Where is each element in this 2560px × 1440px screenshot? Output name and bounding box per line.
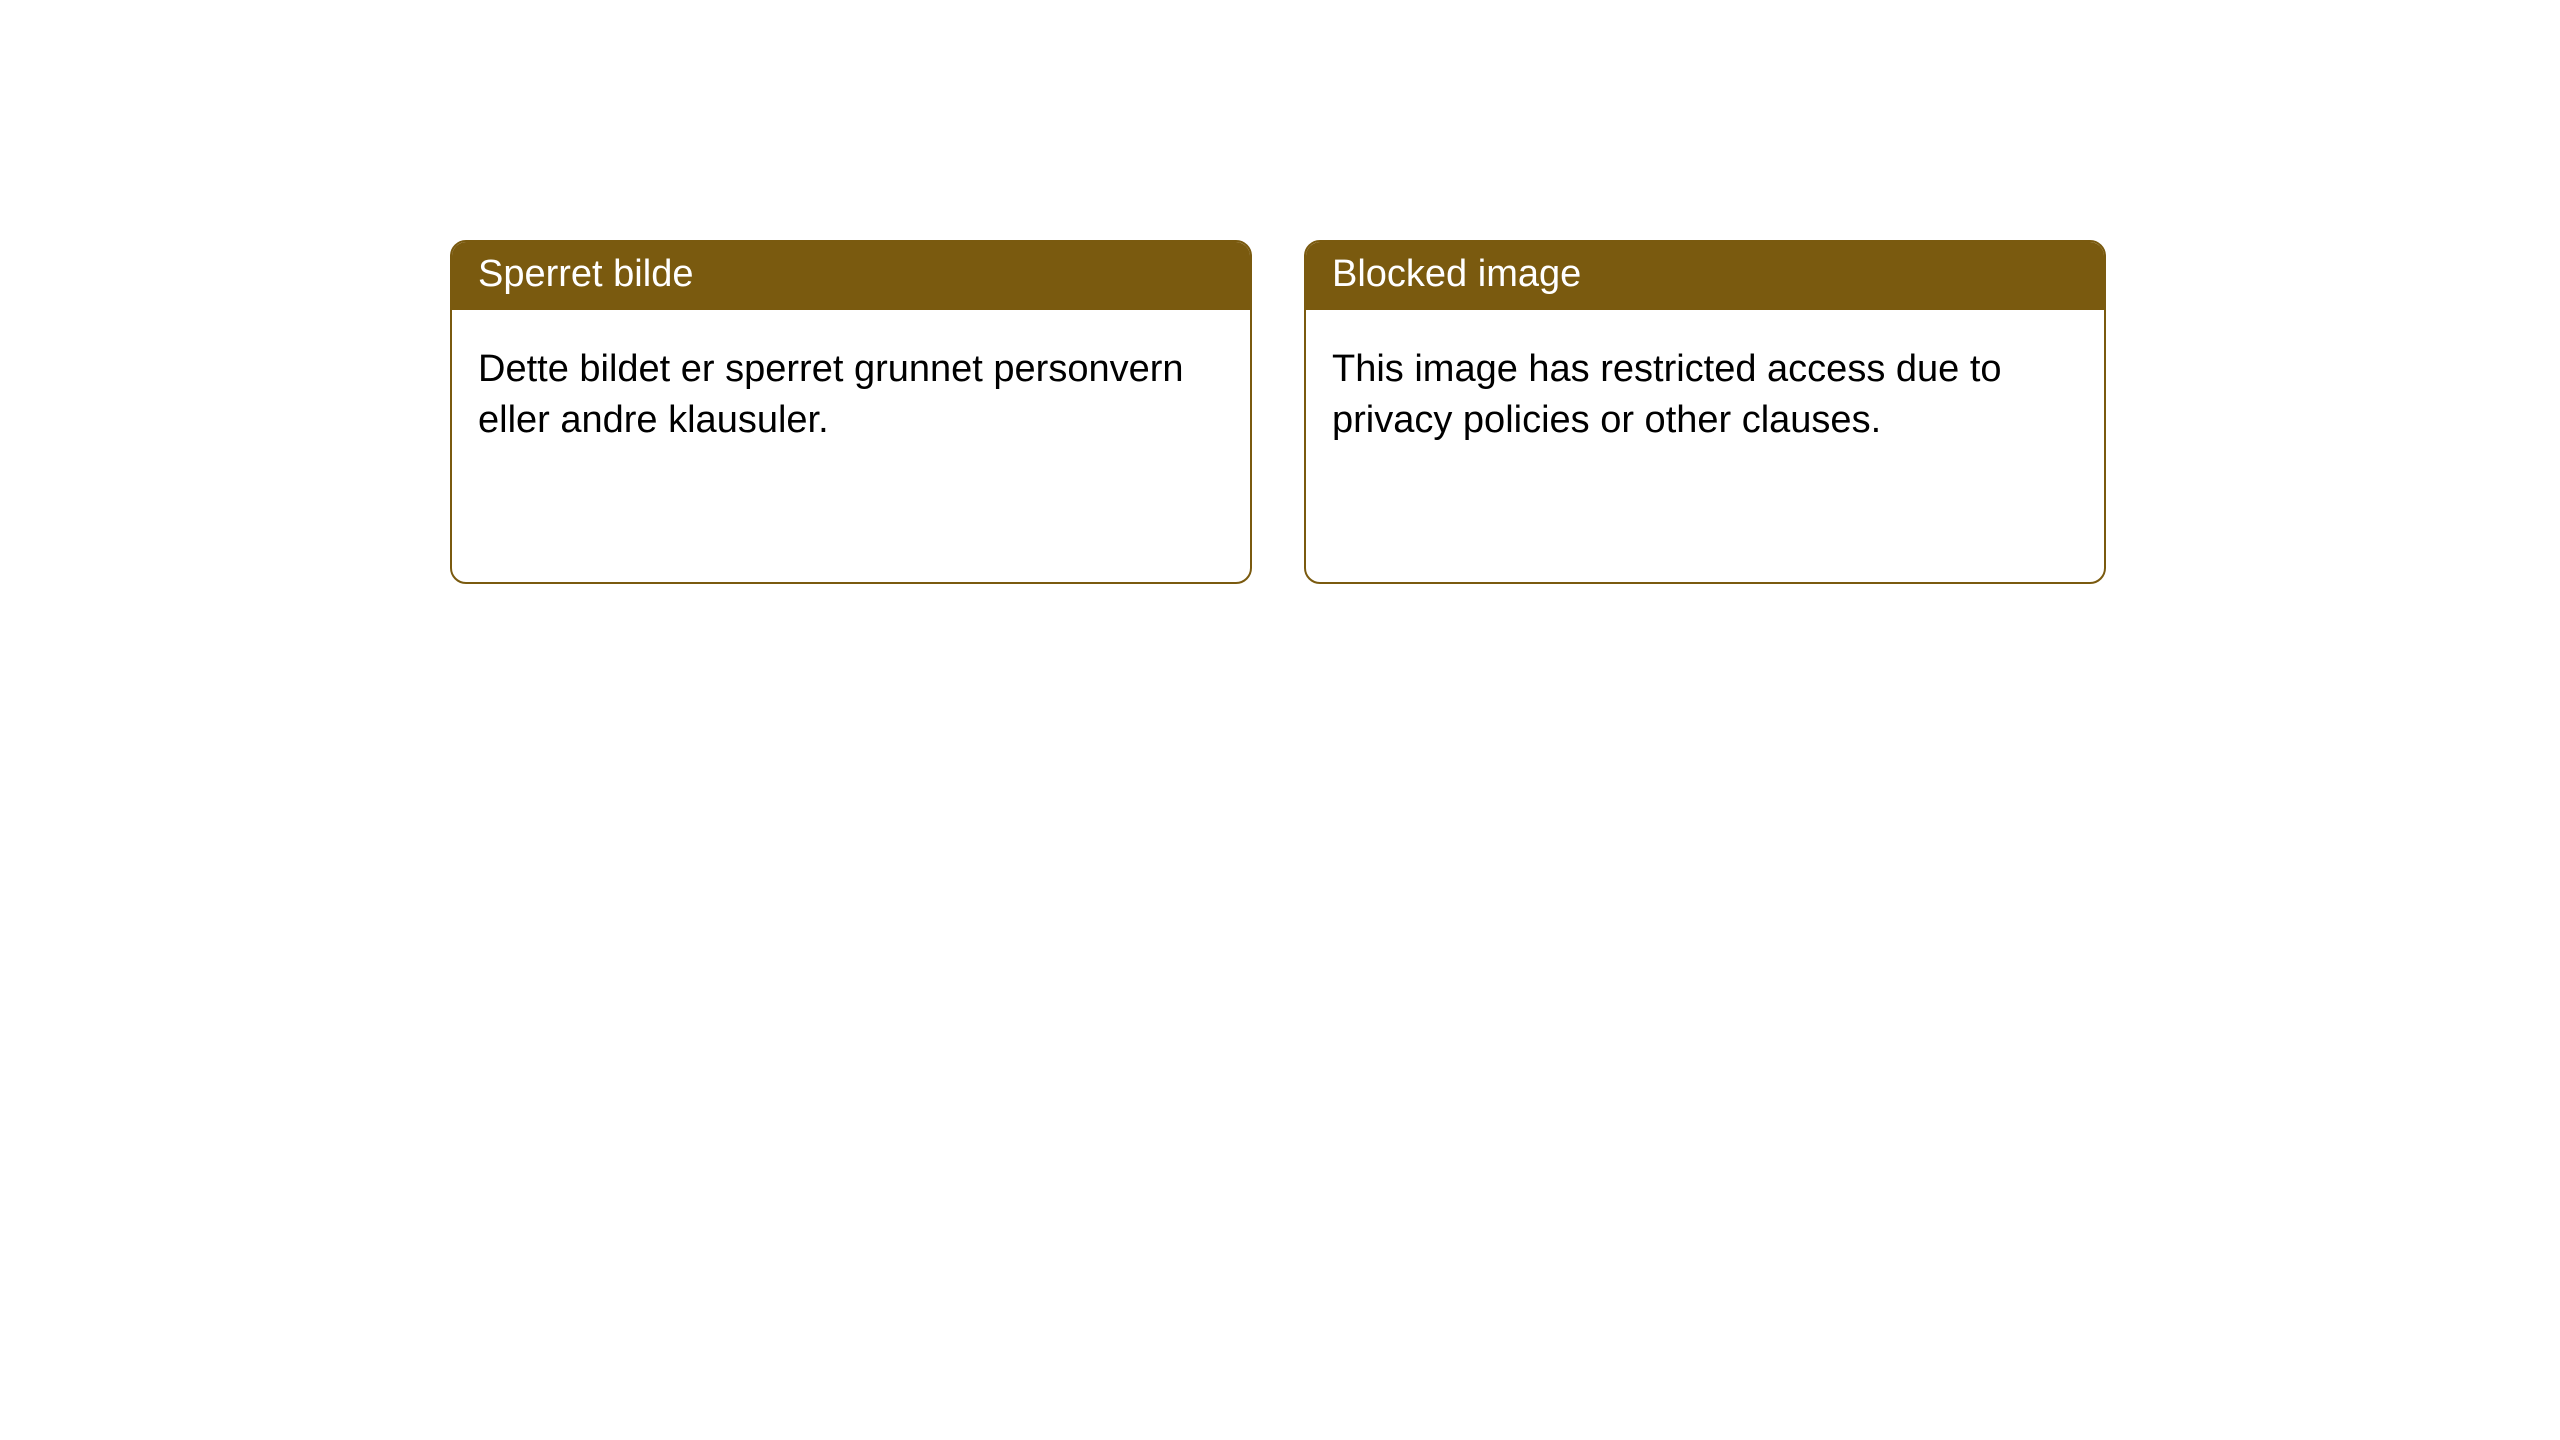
card-english: Blocked image This image has restricted … [1304,240,2106,584]
card-header-english: Blocked image [1306,242,2104,310]
card-title-norwegian: Sperret bilde [478,253,693,295]
card-text-norwegian: Dette bildet er sperret grunnet personve… [478,344,1224,447]
card-body-norwegian: Dette bildet er sperret grunnet personve… [452,310,1250,582]
card-title-english: Blocked image [1332,253,1581,295]
cards-container: Sperret bilde Dette bildet er sperret gr… [450,240,2106,584]
card-text-english: This image has restricted access due to … [1332,344,2078,447]
card-norwegian: Sperret bilde Dette bildet er sperret gr… [450,240,1252,584]
card-header-norwegian: Sperret bilde [452,242,1250,310]
card-body-english: This image has restricted access due to … [1306,310,2104,582]
